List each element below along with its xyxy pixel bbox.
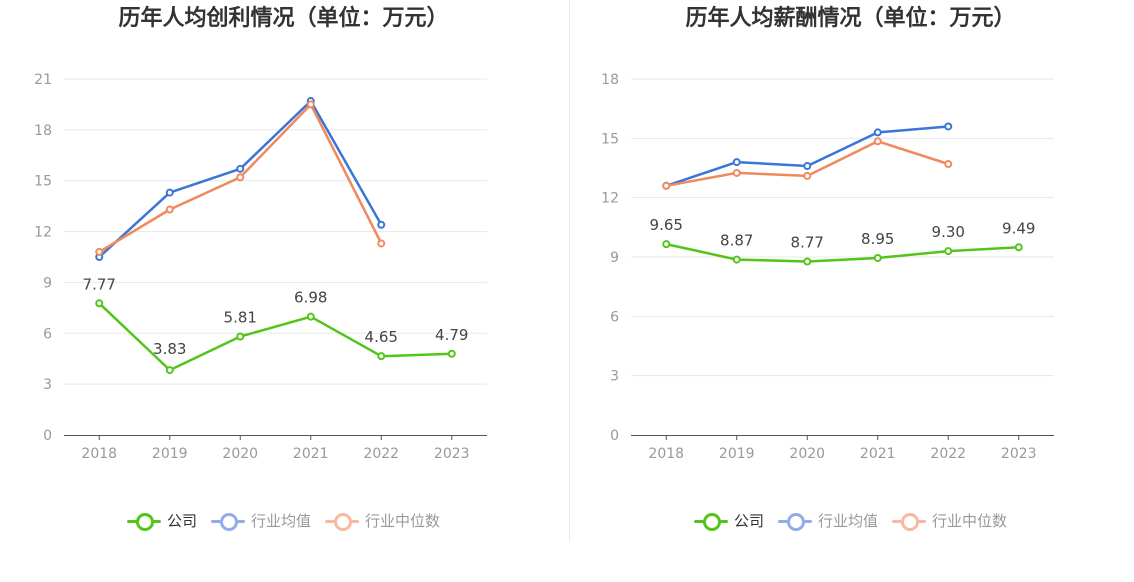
legend-item-industry-avg[interactable]: 行业均值 bbox=[210, 510, 311, 531]
data-point-industry_avg bbox=[377, 220, 386, 229]
x-tick-label: 2021 bbox=[860, 446, 896, 462]
data-point-company bbox=[1014, 243, 1023, 252]
data-point-industry_median bbox=[944, 160, 953, 169]
data-label: 6.98 bbox=[294, 289, 327, 307]
data-point-company bbox=[662, 240, 671, 249]
x-tick-label: 2022 bbox=[363, 446, 399, 462]
legend-item-industry-median[interactable]: 行业中位数 bbox=[892, 510, 1007, 531]
data-point-industry_avg bbox=[165, 188, 174, 197]
chart-title: 历年人均创利情况（单位：万元） bbox=[118, 6, 449, 31]
legend-label: 行业均值 bbox=[250, 512, 311, 530]
y-tick-label: 18 bbox=[34, 123, 52, 139]
data-point-industry_median bbox=[873, 137, 882, 146]
data-point-company bbox=[306, 312, 315, 321]
legend-industry-avg-icon bbox=[210, 512, 245, 531]
data-point-industry_median bbox=[306, 100, 315, 109]
series-line-company bbox=[98, 302, 452, 372]
data-label: 7.77 bbox=[83, 275, 116, 293]
data-point-industry_avg bbox=[236, 164, 245, 173]
legend-label: 公司 bbox=[733, 512, 764, 530]
x-tick-label: 2021 bbox=[293, 446, 329, 462]
data-point-industry_median bbox=[377, 239, 386, 248]
x-tick-label: 2019 bbox=[152, 446, 188, 462]
data-point-company bbox=[377, 352, 386, 361]
data-point-company bbox=[95, 299, 104, 308]
profit-per-capita-plot: 0 3 6 9 12 15 18 21 2018 2019 2020 2021 2022 2023 7.77… bbox=[34, 72, 487, 462]
data-label: 8.77 bbox=[791, 234, 824, 252]
legend-industry-median-icon bbox=[892, 512, 926, 531]
x-tick-label: 2020 bbox=[789, 446, 825, 462]
data-point-company bbox=[732, 255, 741, 264]
y-tick-label: 6 bbox=[43, 326, 52, 342]
x-tick-label: 2023 bbox=[1001, 446, 1037, 462]
data-point-industry_avg bbox=[803, 162, 812, 171]
y-tick-label: 21 bbox=[34, 72, 52, 88]
data-point-industry_median bbox=[236, 173, 245, 182]
data-point-company bbox=[873, 253, 882, 262]
data-label: 9.30 bbox=[932, 223, 965, 241]
legend-company-icon bbox=[693, 512, 728, 531]
data-point-industry_avg bbox=[732, 158, 741, 167]
x-tick-label: 2018 bbox=[81, 446, 117, 462]
chart-title: 历年人均薪酬情况（单位：万元） bbox=[685, 6, 1016, 31]
y-tick-label: 18 bbox=[601, 72, 619, 88]
data-point-company bbox=[803, 257, 812, 266]
data-label: 9.65 bbox=[650, 216, 683, 234]
legend-item-company[interactable]: 公司 bbox=[126, 510, 197, 531]
series-line-company bbox=[666, 242, 1019, 263]
legend-label: 行业均值 bbox=[817, 512, 878, 530]
data-label: 9.49 bbox=[1002, 219, 1035, 237]
data-point-industry_median bbox=[662, 181, 671, 190]
y-tick-label: 9 bbox=[610, 250, 619, 266]
legend-item-company[interactable]: 公司 bbox=[693, 510, 764, 531]
data-point-company bbox=[944, 247, 953, 256]
y-tick-label: 6 bbox=[610, 309, 619, 325]
x-tick-label: 2020 bbox=[222, 446, 258, 462]
data-point-industry_avg bbox=[873, 128, 882, 137]
y-tick-label: 12 bbox=[601, 191, 619, 207]
data-point-company bbox=[236, 332, 245, 341]
data-label: 4.79 bbox=[435, 326, 468, 344]
profit-per-capita-chart: 历年人均创利情况（单位：万元） 0 3 6 9 12 15 18 21 2018 2019 2020… bbox=[0, 6, 567, 531]
data-point-company bbox=[165, 366, 174, 375]
y-tick-label: 3 bbox=[610, 369, 619, 385]
legend-item-industry-median[interactable]: 行业中位数 bbox=[325, 510, 440, 531]
y-tick-label: 3 bbox=[43, 377, 52, 393]
chart-legend: 公司 行业均值 行业中位数 bbox=[567, 510, 1134, 531]
x-tick-label: 2019 bbox=[719, 446, 755, 462]
data-point-company bbox=[447, 349, 456, 358]
legend-label: 公司 bbox=[166, 512, 197, 530]
data-point-industry_median bbox=[95, 247, 104, 256]
x-tick-label: 2022 bbox=[930, 446, 966, 462]
data-label: 3.83 bbox=[153, 340, 186, 358]
legend-industry-avg-icon bbox=[777, 512, 812, 531]
salary-per-capita-chart: 历年人均薪酬情况（单位：万元） 0 3 6 9 12 15 18 2018 2019 2020 20… bbox=[567, 0, 1134, 582]
data-point-industry_median bbox=[803, 171, 812, 180]
data-point-industry_avg bbox=[944, 122, 953, 131]
legend-company-icon bbox=[126, 512, 161, 531]
x-tick-label: 2018 bbox=[648, 446, 684, 462]
data-label: 8.95 bbox=[861, 230, 894, 248]
legend-item-industry-avg[interactable]: 行业均值 bbox=[777, 510, 878, 531]
panel-divider bbox=[569, 0, 570, 542]
salary-per-capita-plot: 0 3 6 9 12 15 18 2018 2019 2020 2021 2022 2023 9.65 8.… bbox=[601, 72, 1054, 462]
legend-label: 行业中位数 bbox=[365, 512, 441, 530]
y-tick-label: 15 bbox=[601, 131, 619, 147]
data-label: 4.65 bbox=[365, 328, 398, 346]
data-point-industry_median bbox=[732, 168, 741, 177]
data-point-industry_median bbox=[165, 205, 174, 214]
chart-legend: 公司 行业均值 行业中位数 bbox=[0, 510, 567, 531]
y-tick-label: 12 bbox=[34, 225, 52, 241]
data-label: 8.87 bbox=[720, 232, 753, 250]
legend-label: 行业中位数 bbox=[932, 512, 1008, 530]
legend-industry-median-icon bbox=[325, 512, 359, 531]
y-tick-label: 0 bbox=[43, 428, 52, 444]
y-tick-label: 9 bbox=[43, 275, 52, 291]
y-tick-label: 15 bbox=[34, 174, 52, 190]
y-tick-label: 0 bbox=[610, 428, 619, 444]
data-label: 5.81 bbox=[224, 309, 257, 327]
x-tick-label: 2023 bbox=[434, 446, 470, 462]
